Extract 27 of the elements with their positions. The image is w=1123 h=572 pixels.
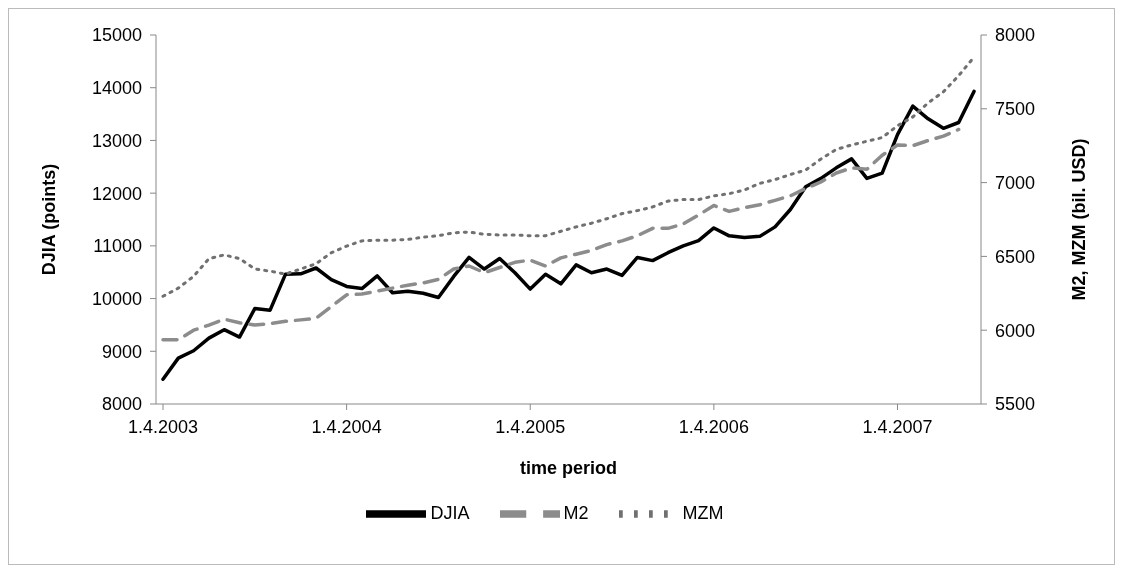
x-tick-label: 1.4.2007 xyxy=(862,416,933,437)
y2-tick-label: 6500 xyxy=(995,246,1036,267)
y-tick-label: 8000 xyxy=(101,394,142,415)
y-tick-label: 9000 xyxy=(101,341,142,362)
x-axis-title: time period xyxy=(519,458,618,478)
x-tick-label: 1.4.2003 xyxy=(127,416,199,437)
y-tick-label: 12000 xyxy=(91,183,142,204)
y2-tick-label: 7500 xyxy=(995,99,1036,120)
line-series xyxy=(161,89,976,381)
y2-tick-label: 6000 xyxy=(995,320,1036,341)
legend-label: MZM xyxy=(682,502,724,523)
y-axis-title: DJIA (points) xyxy=(39,163,60,276)
y2-tick-label: 8000 xyxy=(995,25,1036,46)
y-tick-label: 14000 xyxy=(91,78,142,99)
y2-tick-label: 7000 xyxy=(995,172,1036,193)
legend-label: DJIA xyxy=(430,502,470,523)
y-tick-label: 11000 xyxy=(93,236,142,257)
line-series xyxy=(161,127,961,342)
y-tick-label: 15000 xyxy=(91,25,142,46)
x-tick-label: 1.4.2004 xyxy=(311,416,382,437)
y-tick-label: 13000 xyxy=(91,130,142,151)
x-tick-label: 1.4.2006 xyxy=(678,416,749,437)
y2-tick-label: 5500 xyxy=(995,394,1036,415)
y-tick-label: 10000 xyxy=(91,288,142,309)
legend-label: M2 xyxy=(563,502,589,523)
y2-axis-title: M2, MZM (bil. USD) xyxy=(1069,138,1090,301)
x-tick-label: 1.4.2005 xyxy=(495,416,566,437)
